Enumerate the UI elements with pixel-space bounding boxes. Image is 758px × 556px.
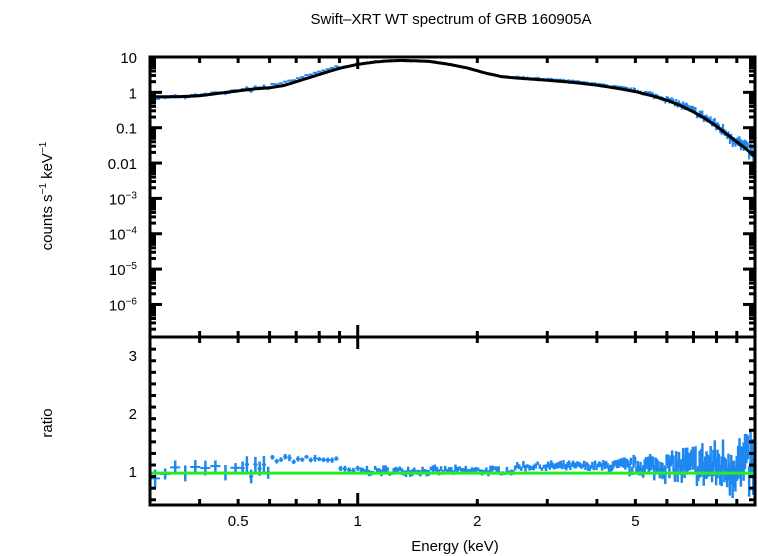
- spectrum-y-tick-label: 10−6: [109, 296, 138, 314]
- x-tick-labels: 0.5 1 2 5: [228, 513, 640, 530]
- ratio-y-ticks: 1 2 3: [129, 347, 755, 502]
- ratio-axes: [148, 335, 757, 507]
- spectrum-y-tick-label: 10: [120, 50, 137, 67]
- x-tick-label: 0.5: [228, 513, 249, 530]
- ratio-y-tick-label: 3: [129, 348, 137, 365]
- x-tick-label: 5: [631, 513, 639, 530]
- spectrum-y-tick-label: 10−4: [109, 226, 138, 244]
- spectrum-y-axis-label: counts s−1 keV−1: [38, 141, 56, 250]
- ratio-data-points: [150, 430, 756, 499]
- x-tick-label: 2: [473, 513, 481, 530]
- ratio-frame: [148, 335, 757, 507]
- spectrum-data-points: [150, 58, 756, 163]
- spectrum-y-tick-label: 10−3: [109, 190, 138, 208]
- chart-title: Swift–XRT WT spectrum of GRB 160905A: [311, 11, 592, 28]
- ratio-y-axis-label: ratio: [39, 408, 56, 437]
- ratio-y-tick-label: 1: [129, 464, 137, 481]
- spectrum-y-tick-label: 1: [129, 85, 137, 102]
- x-tick-label: 1: [354, 513, 362, 530]
- spectrum-model-line: [150, 58, 756, 158]
- spectrum-y-ticks: 10 1 0.1 0.01 10−3 10−4 10−5 10−6: [108, 50, 755, 331]
- ratio-panel: 1 2 3 ratio: [39, 335, 757, 507]
- spectrum-y-tick-label: 0.01: [108, 156, 137, 173]
- spectrum-y-tick-label: 10−5: [109, 261, 138, 279]
- spectrum-y-tick-label: 0.1: [116, 121, 137, 138]
- x-axis-label: Energy (keV): [411, 538, 499, 555]
- spectrum-panel: 10 1 0.1 0.01 10−3 10−4 10−5 10−6 counts s−1 ke…: [38, 50, 757, 349]
- ratio-y-tick-label: 2: [129, 406, 137, 423]
